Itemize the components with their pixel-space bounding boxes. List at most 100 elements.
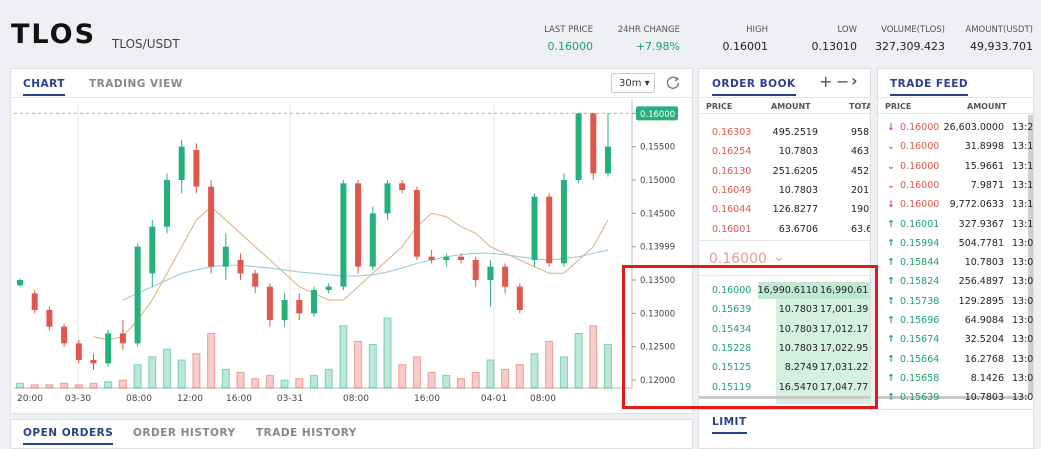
- candle-body: [119, 333, 126, 344]
- volume-bar: [280, 379, 289, 389]
- depth-bar: [758, 282, 870, 299]
- limit-title[interactable]: LIMIT: [712, 416, 747, 434]
- volume-bar: [118, 379, 127, 389]
- volume-bar: [383, 317, 392, 389]
- volume-bar: [530, 353, 539, 389]
- price: 0.16254: [712, 146, 752, 158]
- scrollbar[interactable]: [1028, 115, 1033, 395]
- volume-bar: [89, 382, 98, 389]
- stat-label: 24HR CHANGE: [617, 25, 680, 35]
- highlight-box: [622, 265, 878, 409]
- candle-body: [531, 196, 538, 260]
- amount: 15.9661: [964, 160, 1004, 172]
- column-header: PRICE: [885, 102, 912, 111]
- last-price: 0.16000: [709, 251, 767, 267]
- amount: 8.2749: [784, 362, 818, 374]
- time: 13:0: [1012, 257, 1034, 269]
- volume-bar: [295, 378, 304, 389]
- tab[interactable]: TRADE HISTORY: [256, 427, 357, 439]
- tab[interactable]: OPEN ORDERS: [23, 427, 114, 445]
- total: 201.27: [851, 184, 870, 196]
- volume-bar: [471, 371, 480, 389]
- x-tick-label: 04-01: [481, 394, 507, 404]
- candle-body: [237, 260, 244, 274]
- volume-bar: [133, 364, 142, 389]
- candle-body: [134, 246, 141, 344]
- direction-icon: ↓: [887, 122, 895, 133]
- stat-label: VOLUME(TLOS): [881, 25, 945, 35]
- refresh-icon[interactable]: [665, 75, 681, 91]
- direction-icon: ⌄: [887, 141, 895, 153]
- orders-panel: OPEN ORDERS ORDER HISTORY TRADE HISTORY: [10, 419, 693, 449]
- total: 958.93: [851, 127, 870, 138]
- time: 13:0: [1012, 334, 1034, 346]
- stat-value: 0.13010: [811, 40, 858, 53]
- tab[interactable]: TRADING VIEW: [89, 78, 183, 90]
- stat-value: 0.16000: [547, 40, 594, 53]
- amount: 7.9871: [970, 179, 1004, 191]
- price: 0.15125: [712, 362, 752, 374]
- price: 0.16303: [712, 127, 752, 138]
- x-tick-label: 16:00: [414, 394, 440, 404]
- direction-icon: ⌄: [887, 179, 895, 191]
- volume-bar: [148, 356, 157, 389]
- volume-bar: [221, 368, 230, 389]
- chart: 0.12000 0.12500 0.13000 0.13500 0.13999 0.145…: [14, 100, 678, 404]
- candle-body: [90, 360, 97, 364]
- order-book-title[interactable]: ORDER BOOK: [712, 78, 796, 96]
- trade-feed-title[interactable]: TRADE FEED: [890, 78, 969, 96]
- amount: 10.7803: [778, 304, 818, 316]
- y-tick-label: 0.14500: [640, 209, 675, 219]
- direction-icon: ↑: [887, 353, 895, 365]
- candle-body: [340, 183, 347, 287]
- x-tick-label: 08:00: [530, 394, 556, 404]
- price: 0.15844: [900, 257, 940, 269]
- column-header: TOTA: [849, 102, 871, 111]
- price: 0.15639: [712, 304, 752, 316]
- price: 0.15994: [900, 237, 940, 249]
- candle-body: [516, 286, 523, 310]
- time: 13:0: [1012, 315, 1034, 326]
- amount: 327.9367: [958, 218, 1004, 230]
- direction-icon: ↑: [887, 257, 895, 269]
- amount: 10.7803: [778, 323, 818, 335]
- tab[interactable]: ORDER HISTORY: [133, 427, 236, 439]
- stat-label: LOW: [837, 25, 857, 35]
- expand[interactable]: ›: [851, 71, 858, 90]
- volume-bar: [265, 375, 274, 389]
- amount: 31.8998: [964, 141, 1004, 153]
- total: 190.49: [851, 204, 870, 216]
- last-price-icon: ⌄: [773, 249, 785, 265]
- zoom-out[interactable]: −: [836, 72, 850, 91]
- price: 0.15658: [900, 372, 940, 384]
- amount: 10.7803: [778, 146, 818, 158]
- y-tick-label: 0.12000: [640, 376, 675, 386]
- candle-body: [208, 186, 215, 267]
- volume-bar: [74, 384, 83, 389]
- candle-body: [458, 256, 464, 260]
- volume-bar: [412, 356, 421, 389]
- interval-select[interactable]: 30m ▾: [611, 73, 655, 93]
- tab[interactable]: CHART: [23, 78, 65, 96]
- candle-body: [443, 256, 450, 260]
- amount: 32.5204: [964, 334, 1004, 346]
- amount: 126.8277: [772, 204, 818, 216]
- total: 63.67: [851, 223, 870, 235]
- price: 0.16001: [712, 223, 752, 235]
- amount: 251.6205: [772, 165, 818, 177]
- candle-body: [355, 183, 362, 267]
- volume-bar: [398, 364, 407, 389]
- direction-icon: ⌄: [887, 160, 895, 172]
- x-tick-label: 20:00: [17, 394, 43, 404]
- volume-bar: [574, 333, 583, 389]
- time: 13:0: [1012, 353, 1034, 365]
- zoom-in[interactable]: +: [819, 72, 833, 91]
- x-tick-label: 16:00: [226, 394, 252, 404]
- candle-body: [281, 300, 288, 320]
- candle-body: [105, 333, 112, 364]
- price: 0.16000: [900, 179, 940, 191]
- candle-body: [149, 226, 156, 274]
- price: 0.16000: [900, 122, 940, 133]
- total: 17,047.77: [820, 381, 869, 393]
- price: 0.15664: [900, 353, 940, 365]
